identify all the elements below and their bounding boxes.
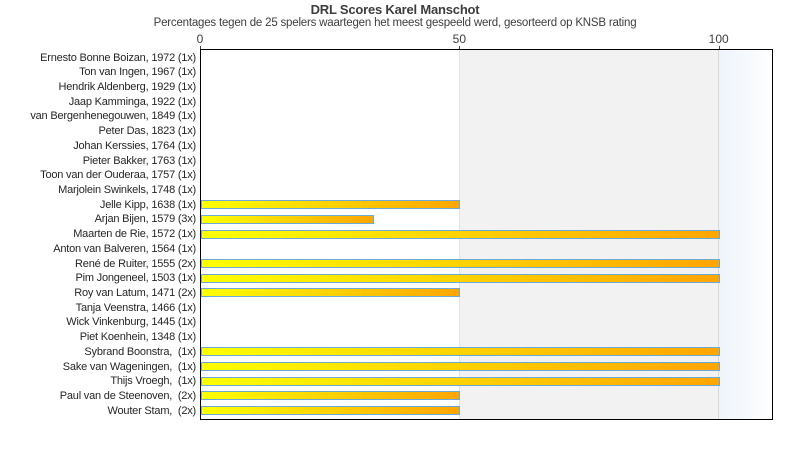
bar: [201, 200, 461, 210]
y-axis-label: Toon van der Ouderaa, 1757 (1x): [40, 169, 196, 182]
y-axis-label: van Bergenhenegouwen, 1849 (1x): [30, 110, 196, 123]
chart-title: DRL Scores Karel Manschot: [310, 2, 480, 17]
chart-subtitle: Percentages tegen de 25 spelers waartege…: [153, 17, 637, 29]
bar: [201, 273, 720, 283]
bar: [201, 406, 461, 416]
bar: [201, 288, 461, 298]
y-axis-label: Piet Koenhein, 1348 (1x): [79, 331, 196, 344]
y-axis-label: Jaap Kamminga, 1922 (1x): [68, 95, 196, 108]
x-tick-mark: [718, 45, 720, 50]
x-tick-label: 50: [452, 32, 467, 46]
bar: [201, 229, 720, 239]
y-axis-label: Wick Vinkenburg, 1445 (1x): [66, 316, 196, 329]
bar: [201, 347, 720, 357]
y-axis-label: Tanja Veenstra, 1466 (1x): [75, 301, 197, 314]
bar: [201, 258, 720, 268]
x-tick-mark: [459, 45, 461, 50]
x-tick-label: 100: [708, 32, 729, 46]
y-axis-label: Pim Jongeneel, 1503 (1x): [75, 272, 196, 285]
bar: [201, 214, 374, 224]
y-axis-label: Pieter Bakker, 1763 (1x): [82, 154, 196, 167]
plot-area: [200, 49, 773, 420]
y-axis-label: Jelle Kipp, 1638 (1x): [99, 198, 196, 211]
y-axis-label: René de Ruiter, 1555 (2x): [75, 257, 196, 270]
band-over-100: [718, 50, 772, 419]
y-axis-labels: Ernesto Bonne Boizan, 1972 (1x) Ton van I…: [0, 51, 196, 419]
x-tick-mark: [200, 45, 201, 50]
bar: [201, 391, 461, 401]
y-axis-label: Roy van Latum, 1471 (2x): [74, 287, 196, 300]
y-axis-label: Thijs Vroegh, (1x): [110, 375, 196, 388]
y-axis-label: Wouter Stam, (2x): [107, 404, 197, 417]
y-axis-label: Peter Das, 1823 (1x): [98, 125, 197, 138]
y-axis-label: Sybrand Boonstra, (1x): [84, 345, 196, 358]
y-axis-label: Anton van Balveren, 1564 (1x): [53, 242, 196, 255]
y-axis-label: Johan Kerssies, 1764 (1x): [73, 139, 196, 152]
y-axis-label: Ernesto Bonne Boizan, 1972 (1x): [40, 51, 196, 64]
y-axis-label: Marjolein Swinkels, 1748 (1x): [58, 183, 196, 196]
bar: [201, 361, 720, 371]
y-axis-label: Sake van Wageningen, (1x): [62, 360, 196, 373]
x-tick-label: 0: [196, 32, 204, 46]
y-axis-label: Hendrik Aldenberg, 1929 (1x): [58, 80, 197, 93]
y-axis-label: Arjan Bijen, 1579 (3x): [94, 213, 197, 226]
y-axis-label: Paul van de Steenoven, (2x): [59, 390, 196, 403]
y-axis-label: Ton van Ingen, 1967 (1x): [79, 66, 196, 79]
bar: [201, 376, 720, 386]
y-axis-label: Maarten de Rie, 1572 (1x): [73, 228, 196, 241]
